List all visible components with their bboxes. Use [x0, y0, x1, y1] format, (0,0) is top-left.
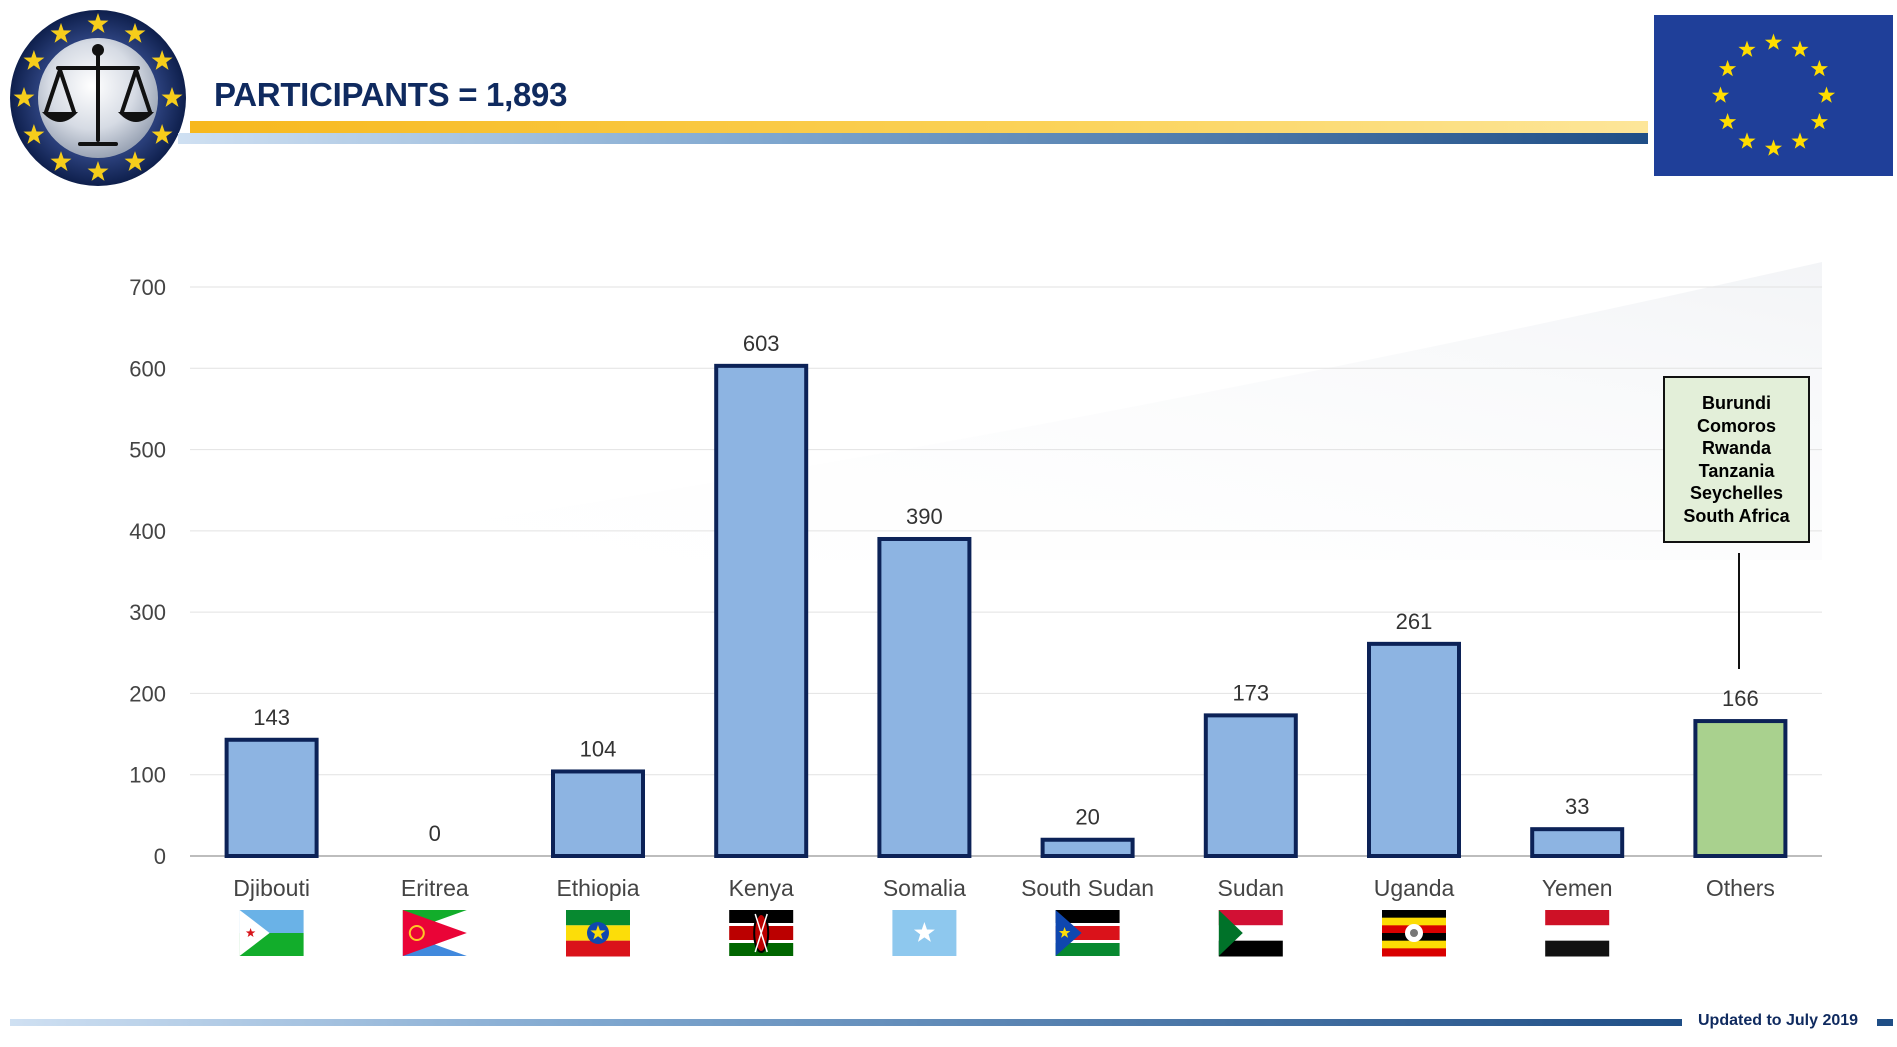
eu-star-icon: [1719, 60, 1737, 77]
logo-star-icon: [87, 161, 109, 181]
x-tick-label: Others: [1706, 875, 1775, 901]
data-label: 173: [1232, 680, 1269, 705]
bar-somalia: [877, 536, 972, 858]
x-tick-label: Ethiopia: [556, 875, 639, 901]
ethiopia-flag-icon: [566, 910, 630, 957]
y-tick-label: 100: [129, 763, 166, 788]
others-country-1: Burundi: [1702, 393, 1771, 413]
y-tick-label: 500: [129, 438, 166, 463]
y-tick-label: 300: [129, 600, 166, 625]
eu-star-icon: [1738, 132, 1756, 149]
logo-star-icon: [23, 50, 45, 70]
eu-star-icon: [1738, 40, 1756, 57]
yemen-flag-icon: [1545, 910, 1610, 957]
logo-star-icon: [124, 22, 146, 43]
somalia-flag-icon: [892, 910, 957, 956]
y-tick-label: 200: [129, 681, 166, 706]
bar-sudan: [1203, 713, 1298, 859]
data-label: 20: [1075, 805, 1099, 830]
logo-star-icon: [13, 87, 35, 107]
data-label: 104: [580, 736, 617, 761]
eu-star-icon: [1810, 113, 1828, 130]
others-country-5: Seychelles: [1689, 483, 1784, 503]
x-tick-label: Djibouti: [233, 875, 310, 901]
data-label: 0: [429, 821, 441, 846]
uganda-flag-icon: [1382, 910, 1446, 957]
eu-star-icon: [1791, 40, 1809, 57]
others-country-6: South Africa: [1683, 505, 1790, 526]
title-underline-blue: [178, 133, 1648, 144]
x-tick-label: Eritrea: [401, 875, 469, 901]
others-country-4: Tanzania: [1698, 460, 1775, 481]
footer-updated-text: Updated to July 2019: [1698, 1012, 1859, 1029]
page-title: PARTICIPANTS = 1,893: [214, 76, 568, 113]
bar-kenya: [714, 363, 809, 858]
logo-star-icon: [124, 151, 146, 171]
y-tick-label: 400: [129, 519, 166, 544]
title-underline-gold: [190, 121, 1648, 133]
others-country-3: Rwanda: [1701, 438, 1771, 458]
x-tick-label: Yemen: [1542, 875, 1613, 901]
x-tick-label: Somalia: [883, 875, 966, 901]
y-tick-label: 600: [129, 356, 166, 381]
logo-star-icon: [50, 151, 72, 171]
x-tick-label: South Sudan: [1021, 875, 1154, 901]
logo-star-icon: [23, 124, 45, 144]
eu-star-icon: [1719, 113, 1737, 130]
djibouti-flag-icon: [239, 910, 304, 956]
kenya-flag-icon: [729, 910, 794, 956]
eu-star-icon: [1791, 132, 1809, 149]
eu-star-icon: [1764, 33, 1783, 50]
logo-star-icon: [151, 50, 173, 70]
eu-star-icon: [1764, 139, 1783, 156]
eu-star-icon: [1817, 86, 1836, 103]
bar-yemen: [1530, 827, 1625, 859]
bar-ethiopia: [551, 769, 645, 858]
data-label: 166: [1722, 686, 1759, 711]
sudan-flag-icon: [1218, 910, 1283, 957]
eu-star-icon: [1810, 60, 1828, 77]
logo-star-icon: [161, 87, 183, 107]
scales-of-justice-logo: [10, 10, 186, 186]
data-label: 143: [253, 705, 290, 730]
logo-star-icon: [87, 13, 109, 33]
others-connector-line: [1738, 553, 1740, 669]
bar-chart: 0 100 200 300 400 500 600 700 143 Djibouti 0 Eritr…: [129, 262, 1822, 957]
x-tick-label: Sudan: [1218, 875, 1285, 901]
eu-star-icon: [1711, 86, 1730, 103]
others-countries-box: Burundi Comoros Rwanda Tanzania Seychell…: [1663, 376, 1810, 543]
logo-star-icon: [151, 124, 173, 144]
y-tick-label: 0: [154, 844, 166, 869]
eu-flag-icon: [1654, 15, 1893, 176]
data-label: 390: [906, 504, 943, 529]
others-country-2: Comoros: [1696, 415, 1776, 436]
footer-bar: [10, 1019, 1682, 1026]
x-tick-label: Kenya: [729, 875, 794, 901]
footer-bar-end: [1877, 1019, 1893, 1026]
x-tick-label: Uganda: [1374, 875, 1455, 901]
bar-uganda: [1367, 641, 1461, 859]
south-sudan-flag-icon: [1055, 910, 1120, 956]
data-label: 603: [743, 331, 780, 356]
data-label: 33: [1565, 794, 1589, 819]
eritrea-flag-icon: [402, 910, 467, 956]
y-tick-label: 700: [129, 275, 166, 300]
data-label: 261: [1396, 609, 1433, 634]
logo-star-icon: [50, 22, 72, 43]
bar-south-sudan: [1040, 837, 1135, 859]
bar-others: [1693, 719, 1788, 859]
bar-djibouti: [224, 737, 319, 858]
